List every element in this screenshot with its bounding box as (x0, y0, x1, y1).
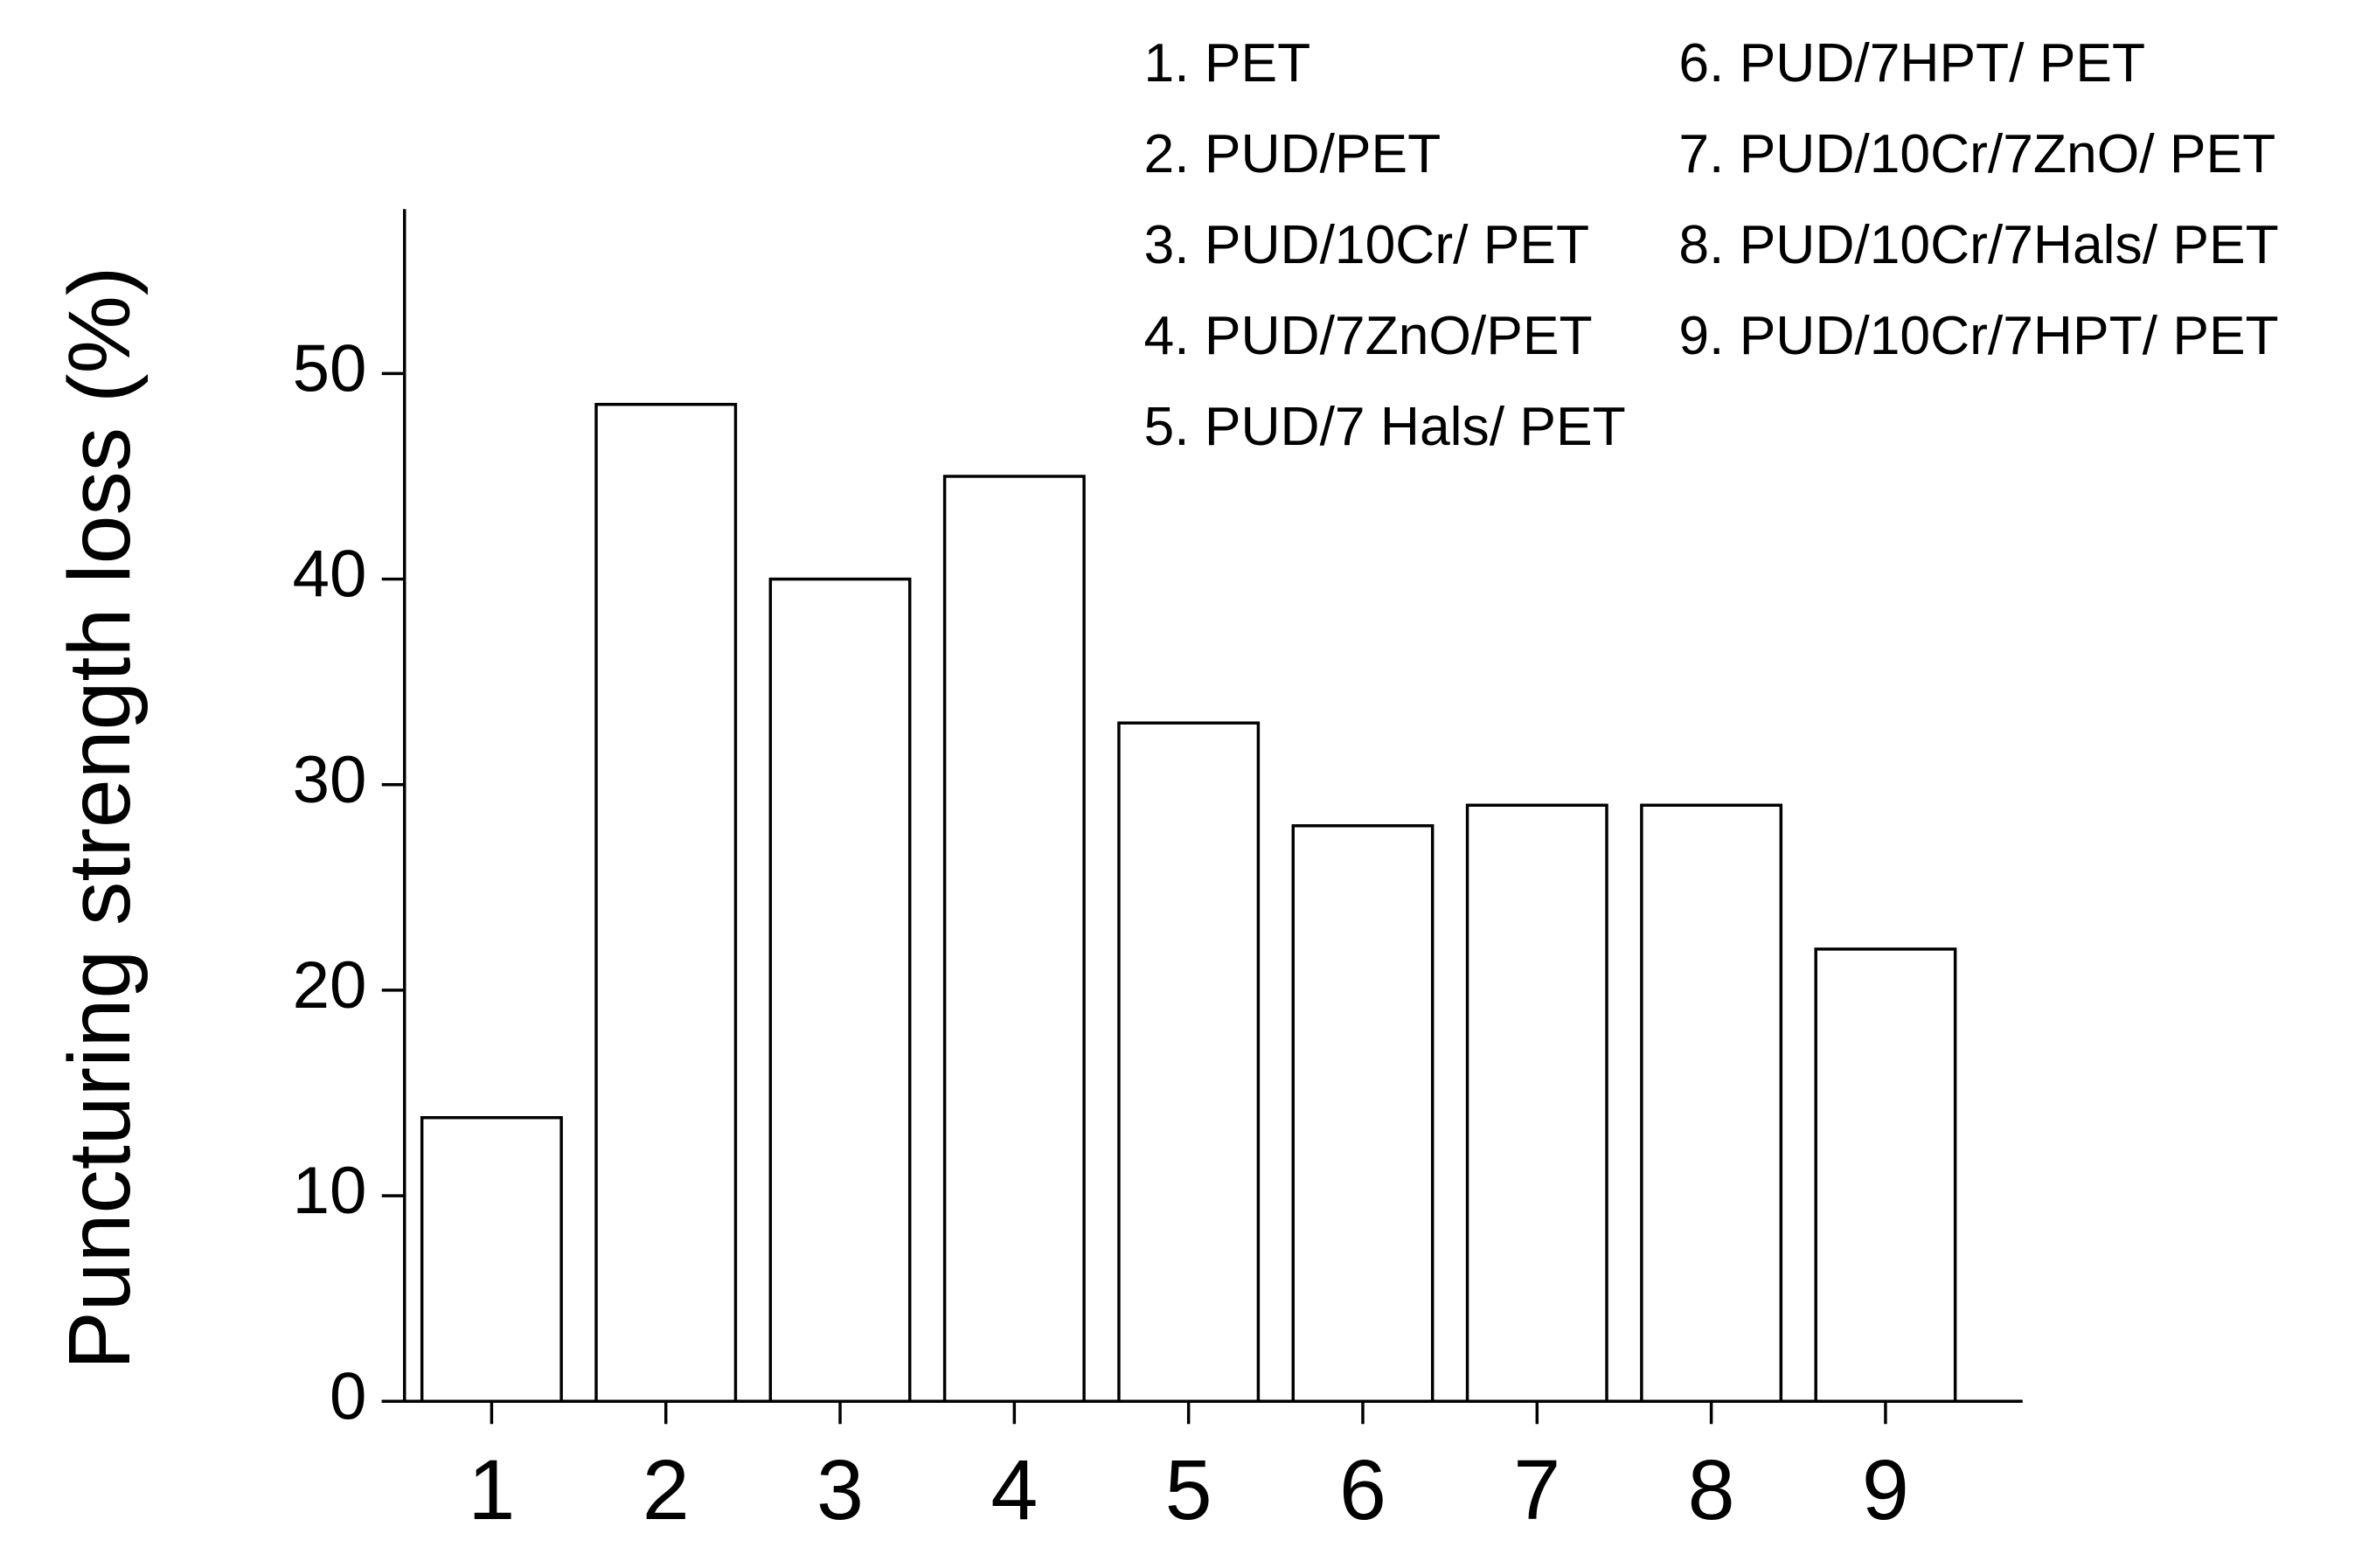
y-tick-label: 40 (293, 538, 367, 612)
y-tick-label: 0 (330, 1359, 366, 1433)
y-tick-label: 20 (293, 948, 367, 1023)
annotation: 8. PUD/10Cr/7Hals/ PET (1678, 215, 2278, 275)
annotation: 3. PUD/10Cr/ PET (1144, 215, 1590, 275)
bar (1640, 803, 1783, 1403)
bar (594, 402, 738, 1403)
x-tick-label: 7 (1513, 1442, 1560, 1537)
bar (1117, 721, 1261, 1403)
annotation: 9. PUD/10Cr/7HPT/ PET (1678, 306, 2278, 366)
bar (1465, 803, 1608, 1403)
annotation: 4. PUD/7ZnO/PET (1144, 306, 1593, 366)
bar (768, 577, 912, 1403)
bar (1291, 824, 1435, 1403)
annotation: 2. PUD/PET (1144, 124, 1442, 184)
x-tick-label: 6 (1339, 1442, 1386, 1537)
x-tick-label: 4 (990, 1442, 1038, 1537)
y-axis-title: Puncturing strength loss (%) (51, 267, 149, 1370)
x-tick-label: 3 (816, 1442, 864, 1537)
annotation: 1. PET (1144, 33, 1311, 94)
x-tick-label: 2 (643, 1442, 690, 1537)
y-tick-label: 10 (293, 1154, 367, 1228)
y-tick-label: 30 (293, 743, 367, 817)
x-tick-label: 1 (468, 1442, 515, 1537)
bar (942, 475, 1086, 1403)
annotation: 6. PUD/7HPT/ PET (1678, 33, 2145, 94)
x-tick-label: 5 (1165, 1442, 1212, 1537)
bar (1814, 947, 1957, 1403)
x-tick-label: 8 (1688, 1442, 1735, 1537)
x-tick-label: 9 (1862, 1442, 1909, 1537)
annotation: 7. PUD/10Cr/7ZnO/ PET (1678, 124, 2275, 184)
bar (420, 1115, 563, 1403)
annotation: 5. PUD/7 Hals/ PET (1144, 397, 1626, 457)
y-tick-label: 50 (293, 332, 367, 406)
